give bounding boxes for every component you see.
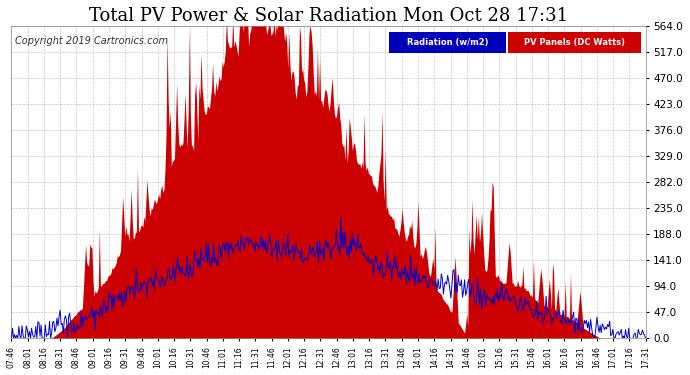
FancyBboxPatch shape — [508, 32, 641, 53]
Text: Copyright 2019 Cartronics.com: Copyright 2019 Cartronics.com — [14, 36, 168, 46]
FancyBboxPatch shape — [388, 32, 506, 53]
Title: Total PV Power & Solar Radiation Mon Oct 28 17:31: Total PV Power & Solar Radiation Mon Oct… — [89, 7, 568, 25]
Text: PV Panels (DC Watts): PV Panels (DC Watts) — [524, 38, 625, 47]
Text: Radiation (w/m2): Radiation (w/m2) — [406, 38, 489, 47]
